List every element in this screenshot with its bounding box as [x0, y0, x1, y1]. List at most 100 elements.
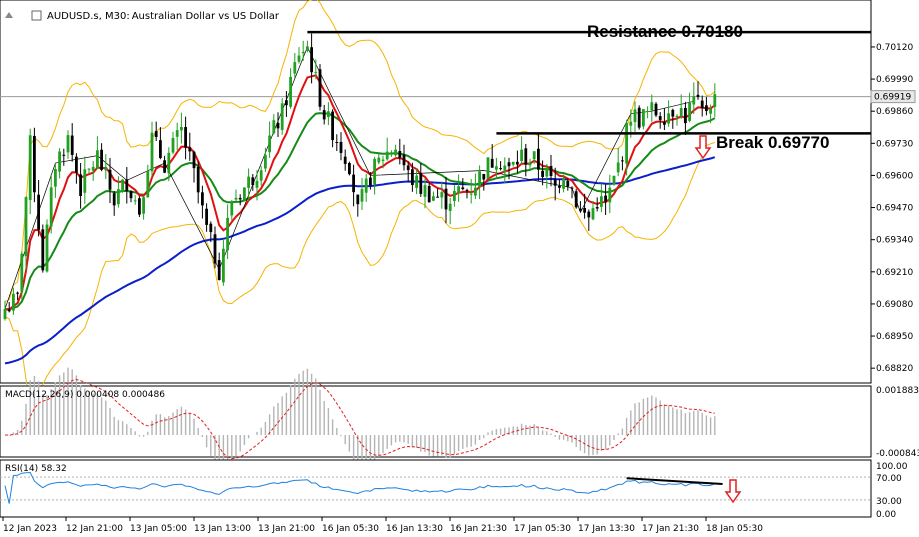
candle-body: [276, 122, 280, 129]
candle-body: [33, 135, 36, 193]
candle-body: [297, 55, 301, 62]
time-axis: 12 Jan 2023 12 Jan 21:00 13 Jan 05:00 13 Ja…: [2, 517, 763, 534]
candle-body: [705, 105, 708, 112]
candle-body: [171, 137, 175, 153]
y-tick-label: 0.69990: [876, 75, 913, 85]
candle-body: [272, 120, 276, 134]
candle-body: [20, 253, 24, 292]
candle-body: [146, 170, 150, 198]
chart-symbol: AUDUSD.s, M30:: [47, 11, 130, 22]
one-click-icon[interactable]: [31, 10, 42, 21]
candle-body: [226, 217, 229, 251]
candle-body: [448, 203, 452, 211]
candle-body: [100, 149, 103, 170]
candle-body: [583, 207, 586, 213]
candle-body: [709, 108, 712, 114]
candle-body: [7, 309, 11, 312]
candle-body: [465, 189, 469, 191]
candle-body: [24, 197, 28, 257]
candle-body: [574, 191, 578, 208]
candle-body: [553, 179, 557, 186]
x-tick-label: 16 Jan 05:30: [322, 524, 379, 533]
candle-body: [243, 187, 246, 201]
candle-body: [3, 309, 7, 319]
candle-body: [520, 149, 523, 162]
macd-tick-bottom: -0.000843: [876, 449, 919, 459]
candle-body: [264, 155, 267, 169]
candle-body: [423, 185, 427, 197]
candle-body: [301, 51, 305, 54]
candle-body: [41, 229, 45, 271]
ema-slow-line: [4, 156, 716, 365]
candle-body: [339, 141, 343, 153]
candle-body: [108, 169, 112, 190]
candle-body: [238, 197, 242, 200]
candle-body: [28, 135, 32, 200]
candle-body: [154, 131, 158, 138]
candle-body: [117, 189, 120, 205]
y-tick-label: 0.68820: [876, 364, 913, 374]
bollinger-lower: [4, 142, 715, 410]
candle-body: [642, 109, 645, 127]
candle-body: [625, 122, 628, 164]
candle-body: [411, 169, 414, 185]
candle-body: [138, 198, 141, 215]
rsi-tick-100: 100.00: [876, 462, 908, 472]
candle-body: [369, 177, 372, 186]
y-tick-label: 0.69730: [876, 139, 913, 149]
y-tick-label: 0.68950: [876, 332, 913, 342]
candle-body: [314, 72, 318, 74]
candle-body: [469, 193, 473, 195]
candle-body: [579, 208, 582, 211]
candle-body: [91, 166, 95, 171]
candle-body: [327, 111, 330, 118]
candle-body: [490, 158, 494, 168]
candle-body: [180, 127, 183, 131]
trade-arrow-icon[interactable]: [5, 12, 13, 18]
candle-body: [125, 179, 129, 192]
candle-body: [87, 168, 91, 170]
candle-body: [352, 174, 355, 193]
candle-body: [289, 76, 292, 107]
x-tick-label: 17 Jan 13:30: [578, 524, 635, 533]
candle-body: [196, 166, 200, 193]
candle-body: [268, 135, 271, 153]
rsi-label: RSI(14) 58.32: [5, 464, 67, 474]
x-tick-label: 17 Jan 05:30: [514, 524, 571, 533]
candle-body: [364, 178, 368, 193]
macd-panel: [0, 385, 872, 458]
candle-body: [503, 165, 507, 173]
candle-body: [427, 185, 431, 203]
candle-body: [49, 187, 53, 227]
candle-body: [637, 107, 641, 128]
candle-body: [495, 166, 498, 170]
candle-body: [377, 157, 381, 163]
candle-body: [499, 168, 502, 170]
candle-body: [566, 180, 570, 187]
candle-body: [713, 94, 717, 107]
candle-body: [222, 248, 225, 283]
candle-body: [343, 156, 347, 164]
candle-body: [251, 177, 255, 186]
candle-body: [318, 69, 322, 107]
candle-body: [385, 151, 389, 160]
candle-body: [247, 176, 250, 188]
x-tick-label: 17 Jan 21:30: [642, 524, 699, 533]
candle-body: [545, 168, 549, 177]
candle-body: [58, 151, 61, 172]
candle-body: [70, 135, 74, 155]
candle-body: [285, 100, 288, 106]
candle-body: [658, 116, 662, 120]
macd-tick-top: 0.001883: [876, 386, 919, 396]
rsi-tick-30: 30.00: [876, 497, 902, 507]
candle-body: [184, 127, 187, 148]
candle-body: [436, 196, 439, 198]
candle-body: [331, 111, 334, 141]
x-tick-label: 16 Jan 21:30: [450, 524, 507, 533]
candle-body: [671, 109, 675, 117]
candle-body: [608, 187, 612, 203]
candle-body: [528, 162, 532, 166]
candle-body: [558, 185, 561, 188]
